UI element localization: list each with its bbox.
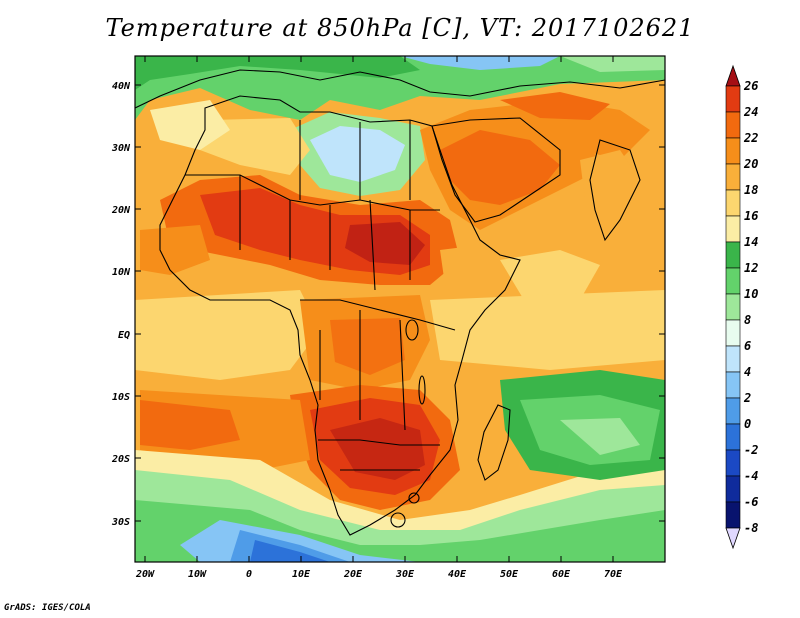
colorbar-label: 24 bbox=[743, 105, 758, 119]
colorbar-swatch bbox=[725, 475, 741, 503]
colorbar-swatch bbox=[725, 215, 741, 243]
colorbar-label: 8 bbox=[744, 313, 751, 327]
colorbar-swatch bbox=[725, 319, 741, 347]
colorbar-swatch bbox=[725, 137, 741, 165]
colorbar-swatch bbox=[725, 371, 741, 399]
lat-tick-label: 30S bbox=[111, 517, 130, 528]
lon-tick-label: 50E bbox=[500, 569, 519, 580]
lon-tick-label: 10W bbox=[188, 569, 207, 580]
colorbar-label: 26 bbox=[743, 79, 758, 93]
coastlines-and-borders bbox=[135, 69, 665, 536]
colorbar-label: 20 bbox=[743, 157, 758, 171]
lat-tick-label: EQ bbox=[118, 330, 130, 341]
colorbar-swatch bbox=[725, 293, 741, 321]
lon-tick-label: 40E bbox=[448, 569, 467, 580]
colorbar-label: 4 bbox=[744, 365, 751, 379]
colorbar-swatch bbox=[725, 267, 741, 295]
colorbar-top-arrow bbox=[725, 64, 741, 87]
map-title: Temperature at 850hPa [C], VT: 201710262… bbox=[105, 14, 695, 42]
colorbar-swatch bbox=[725, 111, 741, 139]
lat-tick-label: 20S bbox=[111, 454, 130, 465]
colorbar-label: 16 bbox=[744, 209, 758, 223]
colorbar-label: 10 bbox=[744, 287, 758, 301]
latitude-axis: 40N 30N 20N 10N EQ 10S 20S 30S bbox=[111, 81, 665, 528]
lat-tick-label: 40N bbox=[112, 81, 131, 92]
lon-tick-label: 30E bbox=[395, 569, 415, 580]
lon-tick-label: 20E bbox=[343, 569, 363, 580]
colorbar-label: -6 bbox=[744, 495, 758, 509]
colorbar-label: -4 bbox=[744, 469, 758, 483]
longitude-axis: 20W 10W 0 10E 20E 30E 40E 50E 60E 70E bbox=[135, 56, 623, 580]
grads-credit: GrADS: IGES/COLA bbox=[4, 603, 91, 613]
lon-tick-label: 20W bbox=[135, 569, 155, 580]
lat-tick-label: 10S bbox=[112, 392, 130, 403]
temperature-field bbox=[135, 56, 665, 562]
colorbar-label: 14 bbox=[744, 235, 758, 249]
lon-tick-label: 0 bbox=[246, 569, 252, 580]
colorbar-swatch bbox=[725, 345, 741, 373]
lat-tick-label: 30N bbox=[111, 143, 131, 154]
colorbar-label: -2 bbox=[744, 443, 758, 457]
lon-tick-label: 10E bbox=[292, 569, 311, 580]
colorbar-swatch bbox=[725, 189, 741, 217]
lat-tick-label: 10N bbox=[112, 267, 131, 278]
colorbar-label: -8 bbox=[744, 521, 758, 535]
colorbar-label: 2 bbox=[743, 391, 751, 405]
lat-tick-label: 20N bbox=[111, 205, 131, 216]
lon-tick-label: 70E bbox=[604, 569, 623, 580]
colorbar-swatch bbox=[725, 241, 741, 269]
lon-tick-label: 60E bbox=[552, 569, 571, 580]
colorbar-swatch bbox=[725, 449, 741, 477]
colorbar-label: 0 bbox=[744, 417, 751, 431]
colorbar-swatch bbox=[725, 423, 741, 451]
colorbar-label: 12 bbox=[744, 261, 758, 275]
colorbar-label: 18 bbox=[744, 183, 758, 197]
colorbar-label: 6 bbox=[744, 339, 751, 353]
map-frame bbox=[134, 55, 666, 563]
colorbar-swatch bbox=[725, 163, 741, 191]
colorbar-swatch bbox=[725, 397, 741, 425]
colorbar-swatch bbox=[725, 501, 741, 529]
colorbar-bottom-arrow bbox=[725, 527, 741, 550]
colorbar-label: 22 bbox=[743, 131, 758, 145]
colorbar-swatch bbox=[725, 85, 741, 113]
